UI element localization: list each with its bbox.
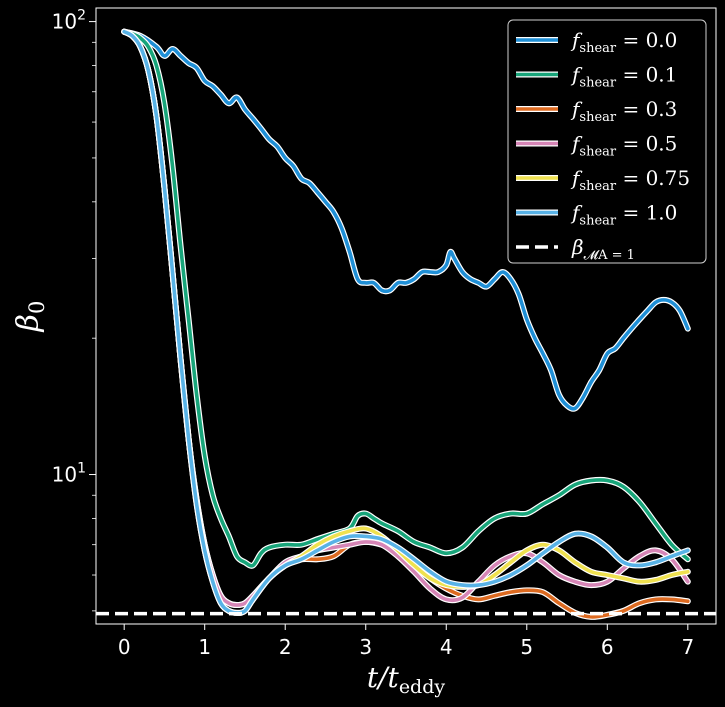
y-axis-title: β0 — [11, 301, 49, 333]
x-axis-title: t/teddy — [367, 661, 446, 698]
x-tick-label: 4 — [440, 635, 453, 659]
y-axis: 101 102 — [52, 8, 96, 612]
y-tick-label: 101 — [52, 461, 86, 487]
legend-item-0: fshear = 0.0 — [516, 28, 677, 56]
y-axis-title-main: β — [11, 314, 46, 332]
legend-item-1: fshear = 0.1 — [516, 63, 677, 91]
x-tick-label: 5 — [520, 635, 533, 659]
x-axis-title-sub: eddy — [399, 676, 446, 698]
x-tick-label: 1 — [198, 635, 211, 659]
y-tick-label: 102 — [52, 8, 86, 34]
series-line-core — [122, 29, 690, 615]
y-axis-title-sub: 0 — [25, 301, 49, 314]
legend-label: fshear = 0.1 — [570, 63, 677, 91]
x-tick-label: 7 — [681, 635, 694, 659]
legend-label: fshear = 0.3 — [570, 97, 677, 125]
legend-item-4: fshear = 0.75 — [516, 166, 690, 194]
series-line-0 — [121, 28, 691, 412]
legend-item-6: β𝓜A = 1 — [516, 235, 635, 263]
legend-item-2: fshear = 0.3 — [516, 97, 677, 125]
x-tick-label: 0 — [118, 635, 131, 659]
legend-item-5: fshear = 1.0 — [516, 201, 677, 229]
x-tick-label: 2 — [279, 635, 292, 659]
legend-label: fshear = 1.0 — [570, 201, 677, 229]
legend: fshear = 0.0 fshear = 0.1 fshear = 0.3 fshe… — [507, 19, 707, 264]
series-layer — [121, 28, 691, 620]
legend-label: fshear = 0.0 — [570, 28, 677, 56]
x-tick-label: 3 — [359, 635, 372, 659]
x-axis: 0 1 2 3 4 5 6 7 — [118, 624, 694, 659]
series-line-core — [122, 29, 690, 411]
legend-box — [507, 19, 707, 264]
legend-label: β𝓜A = 1 — [571, 235, 635, 263]
series-line-5 — [121, 28, 691, 616]
x-tick-label: 6 — [601, 635, 614, 659]
x-axis-title-main: t/t — [367, 661, 400, 694]
legend-item-3: fshear = 0.5 — [516, 132, 677, 160]
plot-frame — [95, 7, 717, 625]
